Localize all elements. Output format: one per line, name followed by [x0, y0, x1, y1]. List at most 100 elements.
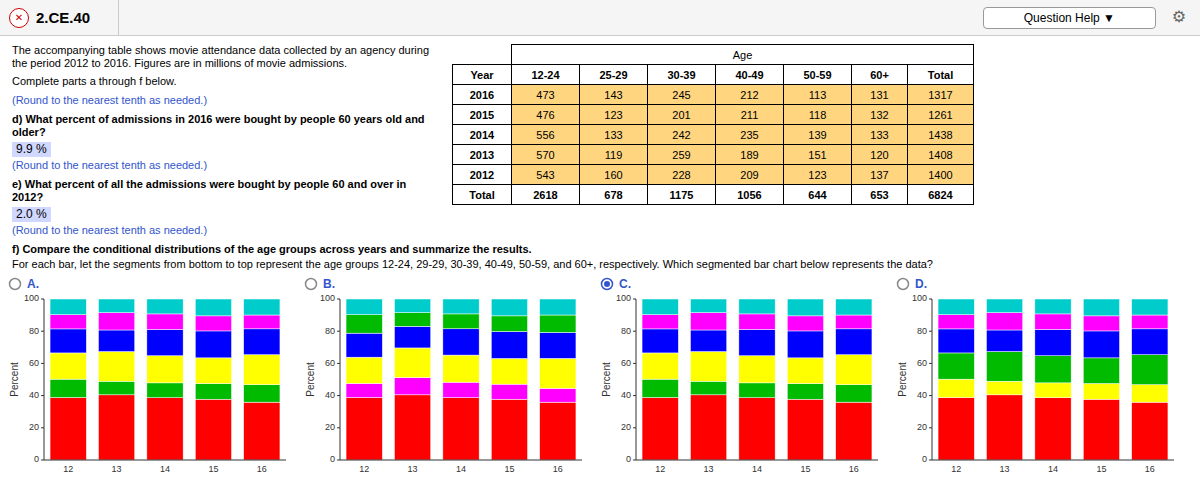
bar-segment [836, 329, 872, 355]
x-axis-line [44, 460, 286, 461]
y-axis-label: Percent [305, 362, 316, 397]
hint: (Round to the nearest tenth as needed.) [12, 159, 432, 172]
table-cell: 143 [580, 85, 648, 105]
bar-segment [540, 299, 576, 315]
bar-segment [540, 388, 576, 402]
option-label-row: B. [304, 275, 594, 293]
bar-segment [491, 399, 527, 460]
bar-segment [787, 399, 823, 460]
radio-ring[interactable] [306, 279, 317, 290]
settings-icon[interactable]: ⚙ [1172, 7, 1186, 26]
bar-segment [739, 398, 775, 460]
question-e: e) What percent of all the admissions we… [12, 178, 432, 204]
radio-ring[interactable] [898, 279, 909, 290]
bar-segment [1035, 383, 1071, 398]
x-tick-label: 13 [1000, 464, 1010, 474]
y-tick-label: 20 [621, 422, 631, 432]
table-cell: 212 [716, 85, 784, 105]
bar-segment [147, 314, 183, 330]
bar-segment [1083, 384, 1119, 400]
bar-segment [346, 383, 382, 397]
bar-segment [98, 352, 134, 382]
table-cell: 473 [512, 85, 580, 105]
x-tick-label: 13 [112, 464, 122, 474]
table-header-cell: 60+ [852, 65, 908, 85]
table-cell: 6824 [908, 185, 974, 205]
radio-button[interactable] [8, 277, 22, 291]
bar-segment [147, 356, 183, 383]
table-cell: 189 [716, 145, 784, 165]
bar-segment [443, 299, 479, 314]
table-cell: 235 [716, 125, 784, 145]
bar-segment [443, 382, 479, 398]
bar-segment [147, 383, 183, 398]
bar-segment [938, 398, 974, 460]
table-cell: 2013 [453, 145, 512, 165]
hint: (Round to the nearest tenth as needed.) [12, 94, 432, 107]
radio-ring[interactable] [602, 279, 613, 290]
radio-button[interactable] [304, 277, 318, 291]
table-cell: 1056 [716, 185, 784, 205]
x-tick-label: 16 [1145, 464, 1155, 474]
bar-segment [986, 352, 1022, 382]
answer-row: 2.0 % [12, 207, 432, 222]
table-cell: 160 [580, 165, 648, 185]
bar-segment [787, 316, 823, 331]
table-row: Total2618678117510566446536824 [453, 185, 974, 205]
x-tick-label: 15 [800, 464, 810, 474]
bar-segment [443, 329, 479, 355]
y-axis-line [340, 299, 341, 460]
table-cell: 556 [512, 125, 580, 145]
y-tick-label: 60 [325, 358, 335, 368]
bar-segment [690, 395, 726, 460]
bar-segment [147, 398, 183, 460]
y-tick-label: 0 [922, 454, 927, 464]
table-cell: 476 [512, 105, 580, 125]
table-cell: 543 [512, 165, 580, 185]
table-header-cell: 25-29 [580, 65, 648, 85]
bar-segment [1083, 316, 1119, 331]
y-axis-label: Percent [897, 362, 908, 397]
bar-segment [346, 333, 382, 357]
bar-segment [739, 329, 775, 355]
y-tick-label: 60 [621, 358, 631, 368]
table-cell: 644 [784, 185, 852, 205]
x-tick-label: 12 [655, 464, 665, 474]
x-tick-label: 16 [849, 464, 859, 474]
bar-segment [1132, 299, 1168, 315]
table-row: 20125431602282091231371400 [453, 165, 974, 185]
y-tick-label: 0 [330, 454, 335, 464]
bar-segment [836, 355, 872, 385]
y-axis-line [932, 299, 933, 460]
radio-button[interactable] [896, 277, 910, 291]
table-header-cell: 30-39 [648, 65, 716, 85]
y-tick-label: 40 [621, 390, 631, 400]
bar-segment [394, 378, 430, 395]
table-cell: 209 [716, 165, 784, 185]
bar-segment [986, 299, 1022, 313]
bar-segment [346, 357, 382, 383]
bar-segment [787, 384, 823, 400]
x-axis-line [636, 460, 878, 461]
help-button[interactable]: Question Help ▼ [983, 7, 1156, 29]
bar-segment [690, 313, 726, 330]
radio-ring[interactable] [10, 279, 21, 290]
radio-button[interactable] [600, 277, 614, 291]
bar-segment [147, 299, 183, 314]
chart-option: C.0204060801001213141516Percent [600, 275, 890, 476]
radio-dot[interactable] [604, 281, 610, 287]
x-tick-label: 15 [1096, 464, 1106, 474]
table-header-cell: Total [908, 65, 974, 85]
bars [346, 299, 576, 460]
bar-segment [739, 383, 775, 398]
table-spacer [453, 45, 512, 65]
bar-segment [394, 395, 430, 460]
intro-text: the period 2012 to 2016. Figures are in … [12, 57, 432, 70]
bar-segment [98, 299, 134, 313]
table-header-cell: 40-49 [716, 65, 784, 85]
bar-segment [98, 381, 134, 395]
table-cell: 1175 [648, 185, 716, 205]
table-cell: 151 [784, 145, 852, 165]
bar-segment [443, 314, 479, 329]
y-axis-line [636, 299, 637, 460]
